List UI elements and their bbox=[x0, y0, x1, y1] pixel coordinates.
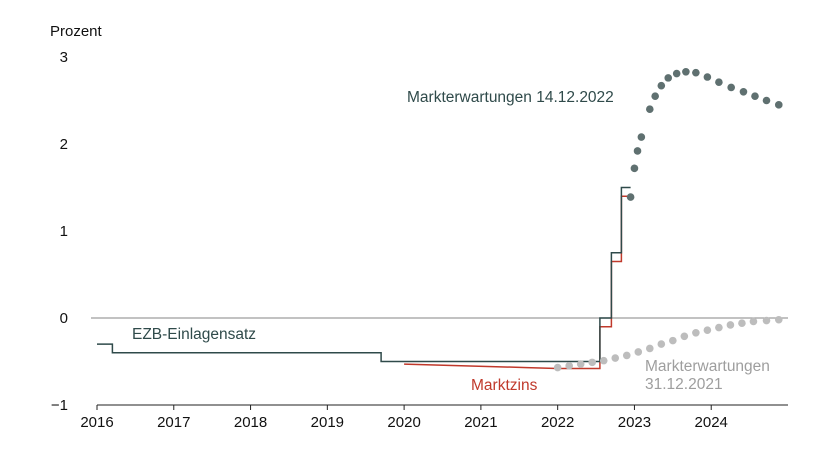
dot-expectations-2021 bbox=[553, 363, 562, 372]
y-tick-label: 0 bbox=[60, 310, 68, 327]
dot-expectations-2022 bbox=[739, 88, 748, 96]
series-lines bbox=[97, 186, 631, 370]
dot-expectations-2022 bbox=[664, 74, 673, 82]
label-exp-2022: Markterwartungen 14.12.2022 bbox=[407, 89, 614, 106]
x-axis: 2016 2017 2018 2019 2020 2021 2022 2023 2024 bbox=[80, 404, 788, 431]
x-tick-label: 2017 bbox=[157, 414, 190, 431]
label-ezb: EZB-Einlagensatz bbox=[132, 326, 256, 343]
x-tick-label: 2018 bbox=[234, 414, 267, 431]
dot-expectations-2022 bbox=[692, 68, 700, 77]
y-tick-label: −1 bbox=[51, 397, 68, 414]
dot-expectations-2021 bbox=[646, 344, 654, 353]
dot-expectations-2021 bbox=[599, 356, 608, 365]
dot-expectations-2021 bbox=[634, 348, 643, 356]
dot-expectations-2021 bbox=[774, 315, 783, 324]
y-tick-label: 1 bbox=[60, 223, 68, 240]
dot-expectations-2021 bbox=[611, 354, 620, 362]
dot-expectations-2022 bbox=[651, 92, 659, 100]
dot-expectations-2021 bbox=[762, 316, 771, 325]
x-tick-label: 2020 bbox=[387, 414, 420, 431]
dot-expectations-2021 bbox=[565, 362, 573, 370]
y-tick-label: 3 bbox=[60, 49, 68, 66]
dot-expectations-2022 bbox=[751, 92, 759, 100]
x-tick-label: 2024 bbox=[695, 414, 728, 431]
dot-expectations-2022 bbox=[727, 83, 735, 92]
dot-expectations-2022 bbox=[630, 164, 639, 173]
dot-expectations-2021 bbox=[657, 340, 666, 348]
x-tick-label: 2021 bbox=[464, 414, 497, 431]
x-tick-label: 2019 bbox=[311, 414, 344, 431]
dot-expectations-2021 bbox=[680, 332, 689, 341]
dot-expectations-2022 bbox=[637, 133, 646, 141]
dot-expectations-2021 bbox=[726, 321, 735, 329]
dot-expectations-2022 bbox=[626, 193, 635, 201]
dot-expectations-2022 bbox=[715, 78, 723, 87]
dot-expectations-2022 bbox=[682, 67, 690, 76]
dot-expectations-2022 bbox=[646, 105, 654, 113]
y-tick-labels: 3 2 1 0 −1 bbox=[51, 49, 68, 414]
series-line-marktzins bbox=[404, 195, 631, 370]
dot-expectations-2021 bbox=[576, 360, 585, 368]
x-tick-label: 2022 bbox=[541, 414, 574, 431]
x-tick-label: 2016 bbox=[80, 414, 113, 431]
dot-expectations-2021 bbox=[738, 319, 746, 328]
label-exp-2021-line1: Markterwartungen bbox=[645, 358, 770, 375]
dot-expectations-2021 bbox=[749, 317, 758, 326]
dot-expectations-2022 bbox=[657, 81, 666, 90]
series-dots bbox=[553, 67, 783, 372]
dot-expectations-2022 bbox=[762, 96, 771, 105]
dot-expectations-2022 bbox=[672, 69, 681, 78]
dot-expectations-2021 bbox=[588, 358, 597, 367]
dot-expectations-2021 bbox=[669, 336, 677, 345]
x-tick-label: 2023 bbox=[618, 414, 651, 431]
dot-expectations-2021 bbox=[622, 351, 631, 360]
dot-expectations-2021 bbox=[692, 328, 700, 337]
dot-expectations-2022 bbox=[774, 101, 783, 109]
dot-expectations-2022 bbox=[633, 147, 642, 155]
series-line-ezb-einlagensatz bbox=[97, 186, 631, 363]
dot-expectations-2022 bbox=[703, 73, 712, 81]
y-axis-title: Prozent bbox=[50, 23, 103, 40]
dot-expectations-2021 bbox=[703, 326, 712, 334]
label-marktzins: Marktzins bbox=[471, 377, 538, 394]
dot-expectations-2021 bbox=[715, 323, 723, 332]
label-exp-2021-line2: 31.12.2021 bbox=[645, 376, 723, 393]
y-tick-label: 2 bbox=[60, 136, 68, 153]
